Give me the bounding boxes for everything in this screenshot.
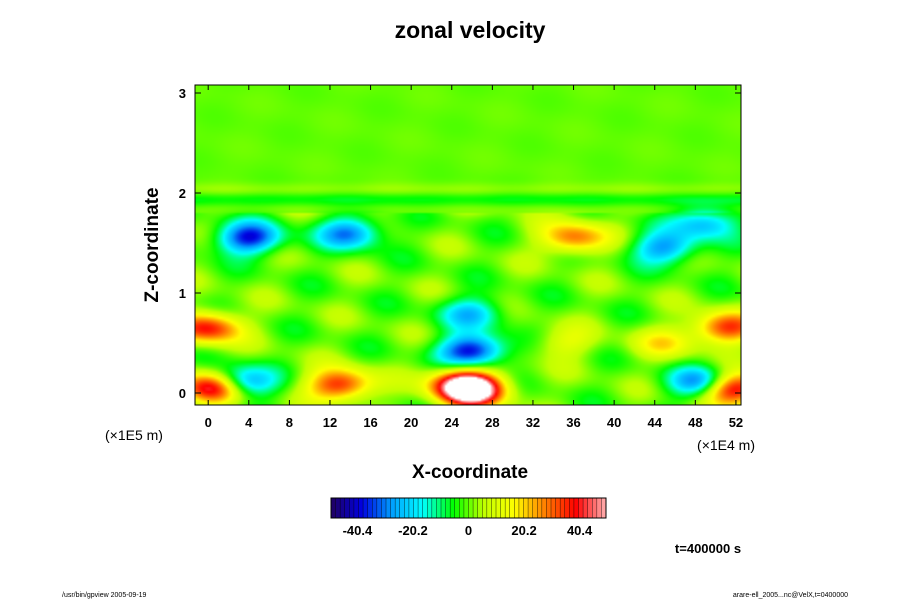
colorbar-cell	[532, 498, 538, 518]
colorbar-cell	[564, 498, 570, 518]
colorbar-cell	[340, 498, 346, 518]
x-tick-label: 12	[323, 415, 337, 430]
colorbar-cell	[486, 498, 492, 518]
colorbar-cell	[376, 498, 382, 518]
colorbar-cell	[518, 498, 524, 518]
colorbar-cell	[353, 498, 359, 518]
colorbar-cell	[551, 498, 556, 518]
colorbar-cell	[427, 498, 433, 518]
colorbar-cell	[596, 498, 602, 518]
colorbar-cell	[450, 498, 456, 518]
footer-left: /usr/bin/gpview 2005-09-19	[62, 592, 147, 599]
colorbar-cell	[514, 498, 520, 518]
footer-right: arare-ell_2005...nc@VelX,t=0400000	[733, 592, 848, 599]
x-tick-label: 48	[688, 415, 702, 430]
colorbar-cell	[463, 498, 469, 518]
colorbar-cell	[505, 498, 511, 518]
colorbar-cell	[454, 498, 460, 518]
colorbar-cell	[422, 498, 428, 518]
colorbar: -40.4 -20.2 0 20.2 40.4	[330, 497, 607, 538]
x-tick-label: 52	[729, 415, 743, 430]
colorbar-cell	[418, 498, 423, 518]
colorbar-cell	[408, 498, 414, 518]
x-tick-label: 28	[485, 415, 499, 430]
colorbar-cell	[523, 498, 529, 518]
colorbar-tick-label: -20.2	[398, 523, 428, 538]
colorbar-cell	[500, 498, 506, 518]
x-axis: 0 4 8 12 16 20 24 28 32 36 40 44 48 52	[205, 85, 743, 430]
colorbar-frame	[330, 497, 607, 519]
colorbar-cell	[569, 498, 575, 518]
y-tick-label: 0	[179, 386, 186, 401]
colorbar-cell	[468, 498, 474, 518]
colorbar-cell	[541, 498, 547, 518]
x-tick-label: 32	[526, 415, 540, 430]
x-tick-label: 24	[445, 415, 460, 430]
heatmap-field	[195, 85, 741, 405]
colorbar-cell	[390, 498, 396, 518]
colorbar-cell	[477, 498, 483, 518]
x-tick-label: 20	[404, 415, 418, 430]
colorbar-cell	[537, 498, 543, 518]
colorbar-cell	[358, 498, 364, 518]
x-tick-label: 44	[648, 415, 663, 430]
y-tick-label: 3	[179, 86, 186, 101]
y-axis: 0 1 2 3	[179, 86, 741, 401]
colorbar-tick-label: 0	[465, 523, 472, 538]
colorbar-tick-label: -40.4	[343, 523, 373, 538]
colorbar-cell	[367, 498, 373, 518]
x-axis-title: X-coordinate	[412, 462, 528, 483]
colorbar-tick-label: 40.4	[567, 523, 593, 538]
colorbar-cell	[573, 498, 579, 518]
x-tick-label: 16	[363, 415, 377, 430]
colorbar-cell	[459, 498, 465, 518]
y-tick-label: 1	[179, 286, 186, 301]
colorbar-cell	[441, 498, 446, 518]
colorbar-cell	[436, 498, 442, 518]
y-unit-label: (×1E5 m)	[105, 427, 163, 443]
x-tick-label: 8	[286, 415, 293, 430]
colorbar-cell	[546, 498, 552, 518]
colorbar-cell	[587, 498, 593, 518]
x-tick-label: 4	[245, 415, 253, 430]
chart-title: zonal velocity	[395, 17, 546, 43]
x-tick-label: 0	[205, 415, 212, 430]
colorbar-cell	[404, 498, 410, 518]
colorbar-cell	[363, 498, 368, 518]
colorbar-cell	[496, 498, 501, 518]
colorbar-cell	[431, 498, 437, 518]
colorbar-cell	[344, 498, 350, 518]
plot-frame	[194, 84, 742, 406]
colorbar-cell	[399, 498, 405, 518]
colorbar-cell	[413, 498, 419, 518]
colorbar-cell	[473, 498, 478, 518]
colorbar-cell	[583, 498, 588, 518]
colorbar-cell	[509, 498, 515, 518]
colorbar-cell	[372, 498, 378, 518]
colorbar-cell	[601, 498, 607, 518]
colorbar-cell	[491, 498, 497, 518]
colorbar-cell	[560, 498, 566, 518]
colorbar-cell	[381, 498, 387, 518]
colorbar-cell	[592, 498, 598, 518]
colorbar-cell	[386, 498, 391, 518]
plot-area	[194, 84, 742, 406]
x-unit-label: (×1E4 m)	[697, 437, 755, 453]
y-tick-label: 2	[179, 186, 186, 201]
y-axis-title: Z-coordinate	[142, 187, 163, 302]
colorbar-cell	[555, 498, 561, 518]
x-tick-label: 36	[566, 415, 580, 430]
colorbar-tick-label: 20.2	[511, 523, 536, 538]
colorbar-cell	[482, 498, 488, 518]
colorbar-cell	[578, 498, 584, 518]
colorbar-cell	[335, 498, 341, 518]
x-tick-label: 40	[607, 415, 621, 430]
colorbar-cell	[349, 498, 355, 518]
colorbar-cell	[395, 498, 401, 518]
time-label: t=400000 s	[675, 541, 741, 556]
colorbar-cell	[445, 498, 451, 518]
colorbar-cell	[331, 498, 336, 518]
colorbar-cell	[528, 498, 533, 518]
